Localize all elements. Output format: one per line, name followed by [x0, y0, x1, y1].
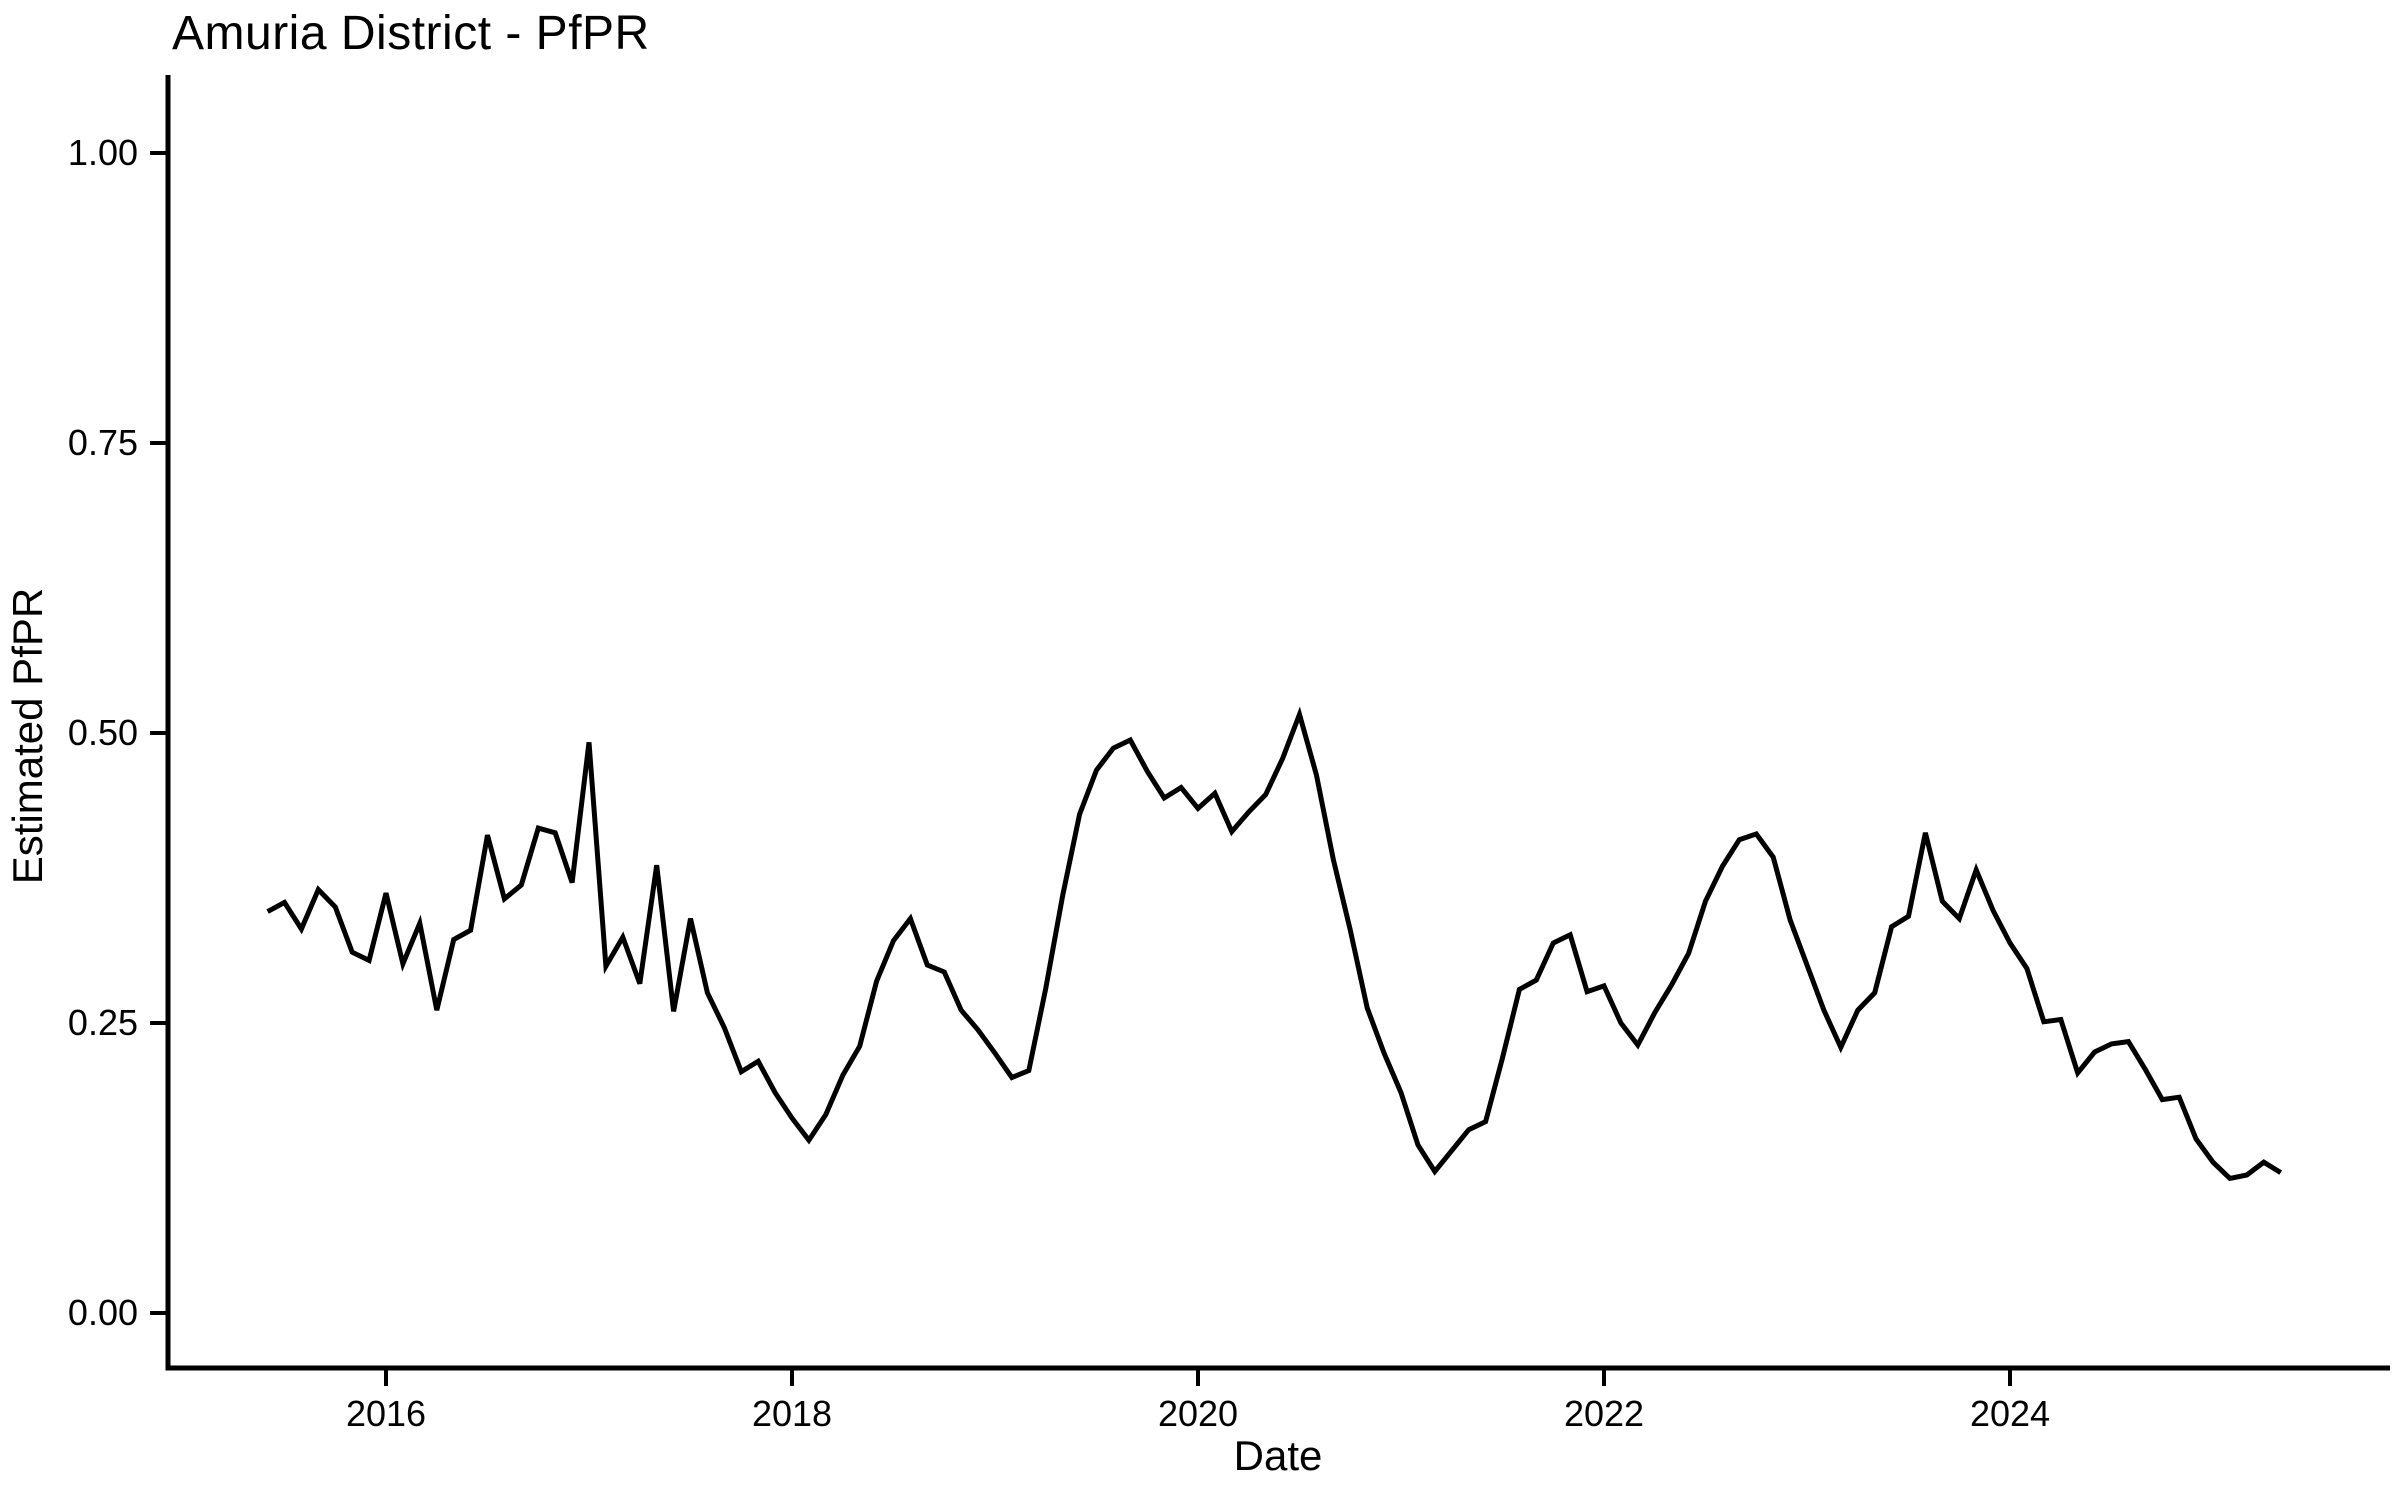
- x-tick-label: 2024: [1970, 1393, 2050, 1434]
- x-tick-label: 2020: [1158, 1393, 1238, 1434]
- y-tick-label: 1.00: [68, 132, 138, 173]
- pfpr-series-line: [266, 706, 2283, 1182]
- x-tick-label: 2016: [346, 1393, 426, 1434]
- chart-title: Amuria District - PfPR: [172, 7, 650, 60]
- y-tick-label: 0.25: [68, 1002, 138, 1043]
- x-tick-label: 2018: [752, 1393, 832, 1434]
- y-tick-label: 0.00: [68, 1292, 138, 1333]
- x-axis-title: Date: [1233, 1432, 1323, 1479]
- y-tick-label: 0.50: [68, 712, 138, 753]
- x-tick-label: 2022: [1564, 1393, 1644, 1434]
- y-tick-label: 0.75: [68, 422, 138, 463]
